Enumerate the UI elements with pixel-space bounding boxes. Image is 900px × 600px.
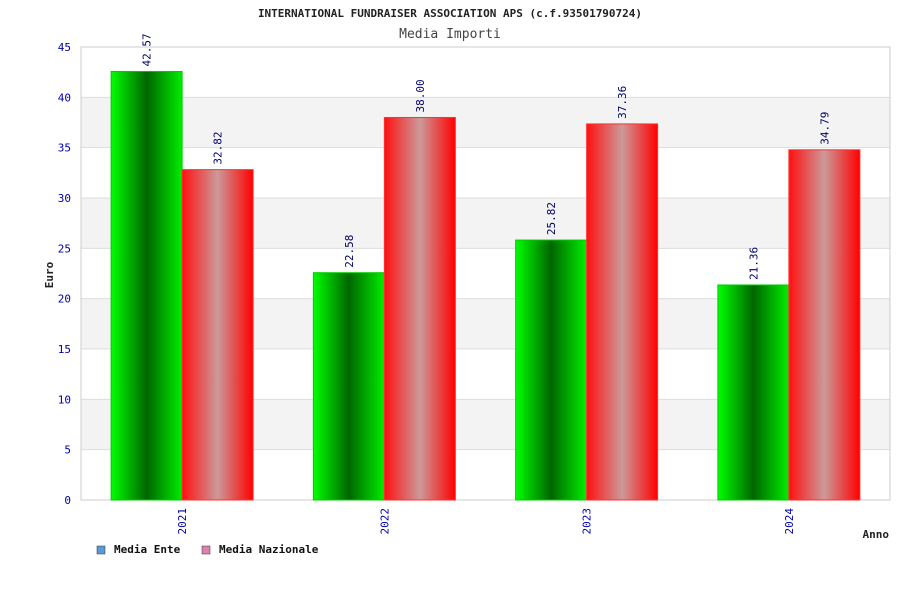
bar-media-nazionale-2024 [788,149,861,501]
data-label: 42.57 [141,33,154,66]
plot-area: 0 5 10 15 20 25 30 35 40 45 42.57 32.82 2021 22.58 38.… [58,33,891,535]
bar-media-ente-2021 [110,70,183,501]
chart-title: INTERNATIONAL FUNDRAISER ASSOCIATION APS… [258,7,642,20]
chart-subtitle: Media Importi [399,27,501,42]
bar-media-nazionale-2023 [586,123,659,501]
grid-band [81,97,890,148]
plot-frame [80,46,891,501]
y-tick-label: 5 [64,444,71,457]
legend: Media Ente Media Nazionale [96,543,319,556]
y-tick-label: 35 [58,142,71,155]
y-tick-label: 20 [58,293,71,306]
data-label: 21.36 [747,247,760,280]
legend-swatch [96,545,106,555]
data-label: 38.00 [414,79,427,112]
x-tick-label: 2022 [378,508,391,535]
grid-band [81,47,890,98]
y-tick-label: 40 [58,91,71,104]
x-tick-label: 2021 [176,508,189,535]
x-tick-label: 2024 [783,508,796,535]
y-axis-label: Euro [43,261,56,288]
legend-label: Media Ente [114,543,181,556]
data-label: 34.79 [818,112,831,145]
bar-media-nazionale-2021 [181,169,254,501]
data-label: 37.36 [616,86,629,119]
x-axis-label: Anno [863,528,890,541]
legend-label: Media Nazionale [219,543,319,556]
bar-media-nazionale-2022 [383,116,456,501]
y-tick-label: 45 [58,41,71,54]
x-tick-label: 2023 [581,508,594,535]
y-tick-label: 0 [64,494,71,507]
bar-media-ente-2024 [717,284,790,501]
y-tick-label: 30 [58,192,71,205]
y-tick-label: 15 [58,343,71,356]
data-label: 32.82 [212,131,225,164]
data-label: 22.58 [343,235,356,268]
legend-swatch [201,545,211,555]
bar-media-ente-2022 [312,272,385,501]
bar-media-ente-2023 [515,239,588,501]
data-label: 25.82 [545,202,558,235]
y-tick-label: 10 [58,393,71,406]
y-tick-label: 25 [58,242,71,255]
